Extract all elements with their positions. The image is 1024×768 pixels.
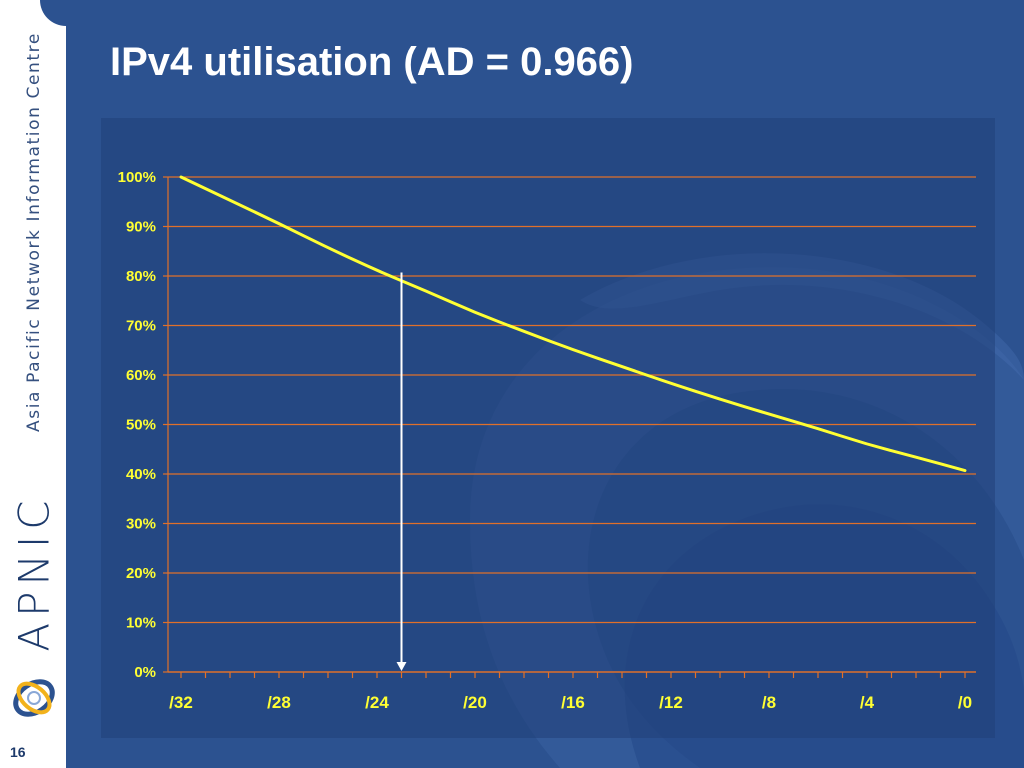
y-tick-label: 40% — [126, 466, 156, 483]
y-tick-label: 30% — [126, 516, 156, 533]
y-tick-label: 70% — [126, 318, 156, 335]
sidebar: Asia Pacific Network Information Centre … — [0, 0, 66, 768]
apnic-swirl-icon — [13, 679, 55, 717]
x-tick-label: /4 — [860, 693, 875, 712]
x-tick-label: /16 — [561, 693, 585, 712]
x-tick-label: /24 — [365, 693, 389, 712]
y-tick-label: 10% — [126, 615, 156, 632]
utilisation-line — [179, 175, 967, 473]
y-tick-label: 0% — [134, 664, 156, 681]
y-tick-label: 90% — [126, 219, 156, 236]
chart-panel — [101, 118, 995, 738]
y-tick-label: 20% — [126, 565, 156, 582]
x-tick-label: /20 — [463, 693, 487, 712]
y-tick-label: 60% — [126, 367, 156, 384]
page-title: IPv4 utilisation (AD = 0.966) — [110, 40, 634, 84]
slide-number: 16 — [10, 744, 26, 760]
y-tick-label: 80% — [126, 268, 156, 285]
x-tick-label: /12 — [659, 693, 683, 712]
y-tick-label: 100% — [118, 169, 156, 186]
marker-arrow-head — [396, 662, 407, 671]
y-tick-label: 50% — [126, 417, 156, 434]
x-tick-label: /0 — [958, 693, 972, 712]
x-tick-label: /8 — [762, 693, 776, 712]
x-tick-label: /28 — [267, 693, 291, 712]
x-tick-label: /32 — [169, 693, 193, 712]
